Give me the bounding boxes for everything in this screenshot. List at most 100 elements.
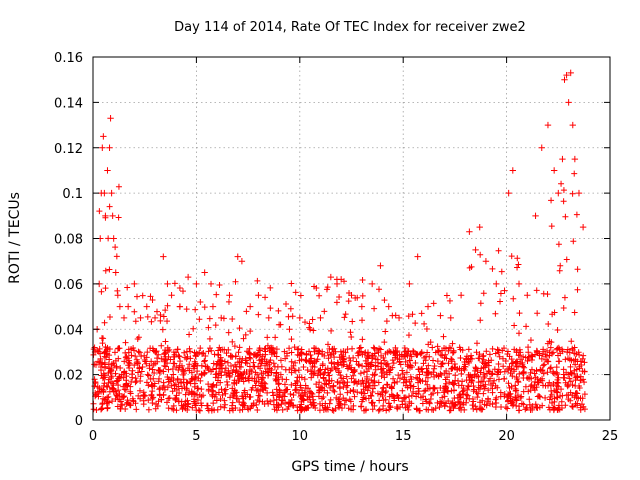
data-point xyxy=(489,385,496,392)
data-point xyxy=(242,357,249,364)
data-point xyxy=(563,256,570,263)
data-point xyxy=(253,352,260,359)
data-point xyxy=(144,349,151,356)
data-point xyxy=(346,290,353,297)
data-point xyxy=(295,345,302,352)
data-point xyxy=(371,402,378,409)
data-point xyxy=(317,314,324,322)
data-point xyxy=(500,363,507,370)
data-point xyxy=(416,407,423,414)
data-point xyxy=(569,381,576,388)
data-point xyxy=(335,402,342,409)
data-point xyxy=(205,324,212,331)
data-point xyxy=(186,361,193,368)
data-point xyxy=(447,314,454,322)
data-point xyxy=(345,298,352,305)
data-point xyxy=(441,393,448,400)
data-point xyxy=(469,402,476,409)
data-point xyxy=(106,352,113,359)
data-point xyxy=(289,313,296,320)
data-point xyxy=(477,399,484,406)
data-point xyxy=(516,310,523,317)
data-point xyxy=(291,367,298,374)
data-point xyxy=(370,344,377,351)
data-point xyxy=(108,189,115,197)
data-point xyxy=(115,183,122,190)
data-point xyxy=(480,290,487,297)
data-point xyxy=(341,314,348,321)
data-point xyxy=(302,357,309,364)
data-point xyxy=(424,381,431,388)
data-point xyxy=(270,360,277,367)
data-point xyxy=(149,366,156,373)
data-point xyxy=(300,364,307,371)
data-point xyxy=(431,362,438,369)
data-point xyxy=(246,370,253,377)
data-point xyxy=(247,328,254,335)
data-point xyxy=(130,344,137,351)
data-point xyxy=(534,348,541,355)
data-point xyxy=(391,379,398,386)
data-point xyxy=(525,349,532,356)
data-point xyxy=(487,400,494,407)
data-point xyxy=(256,357,263,364)
data-point xyxy=(395,372,402,379)
data-point xyxy=(321,387,328,394)
data-point xyxy=(402,358,409,365)
data-point xyxy=(466,264,473,271)
data-point xyxy=(264,397,271,404)
data-point xyxy=(99,144,106,151)
data-point xyxy=(392,352,399,359)
data-point xyxy=(282,355,289,362)
data-point xyxy=(387,404,394,411)
data-point xyxy=(473,349,480,356)
data-point xyxy=(470,382,477,389)
data-point xyxy=(229,399,236,406)
data-point xyxy=(131,308,138,315)
data-point xyxy=(222,365,229,372)
data-point xyxy=(110,235,117,242)
data-point xyxy=(256,398,263,405)
data-point xyxy=(160,313,167,320)
data-point xyxy=(205,407,212,414)
data-point xyxy=(412,320,419,327)
data-point xyxy=(288,280,295,287)
data-point xyxy=(191,376,198,383)
data-point xyxy=(406,280,413,288)
data-point xyxy=(236,399,243,406)
data-point xyxy=(529,384,536,391)
data-point xyxy=(101,319,108,326)
data-point xyxy=(394,348,401,355)
data-point xyxy=(163,399,170,406)
data-point xyxy=(251,375,258,382)
data-point xyxy=(368,359,375,366)
data-point xyxy=(102,364,109,371)
data-point xyxy=(160,368,167,375)
data-point xyxy=(262,294,269,301)
data-point xyxy=(176,389,183,396)
data-point xyxy=(441,403,448,410)
data-point xyxy=(290,402,297,409)
data-point xyxy=(509,399,516,406)
data-point xyxy=(157,311,164,318)
data-point xyxy=(107,115,114,122)
data-point xyxy=(364,349,371,356)
data-point xyxy=(578,401,585,408)
data-point xyxy=(137,373,144,380)
data-point xyxy=(501,287,508,294)
data-point xyxy=(410,347,417,354)
data-point xyxy=(461,361,468,368)
data-point xyxy=(528,382,535,389)
data-point xyxy=(476,223,483,231)
data-point xyxy=(158,342,165,349)
data-point xyxy=(310,327,317,334)
data-point xyxy=(327,273,335,281)
data-point xyxy=(463,395,470,402)
data-point xyxy=(447,407,454,414)
data-point xyxy=(371,378,378,385)
data-point xyxy=(246,345,253,352)
data-point xyxy=(116,390,123,397)
data-point xyxy=(232,361,239,368)
data-point xyxy=(255,292,262,299)
data-point xyxy=(319,362,326,369)
